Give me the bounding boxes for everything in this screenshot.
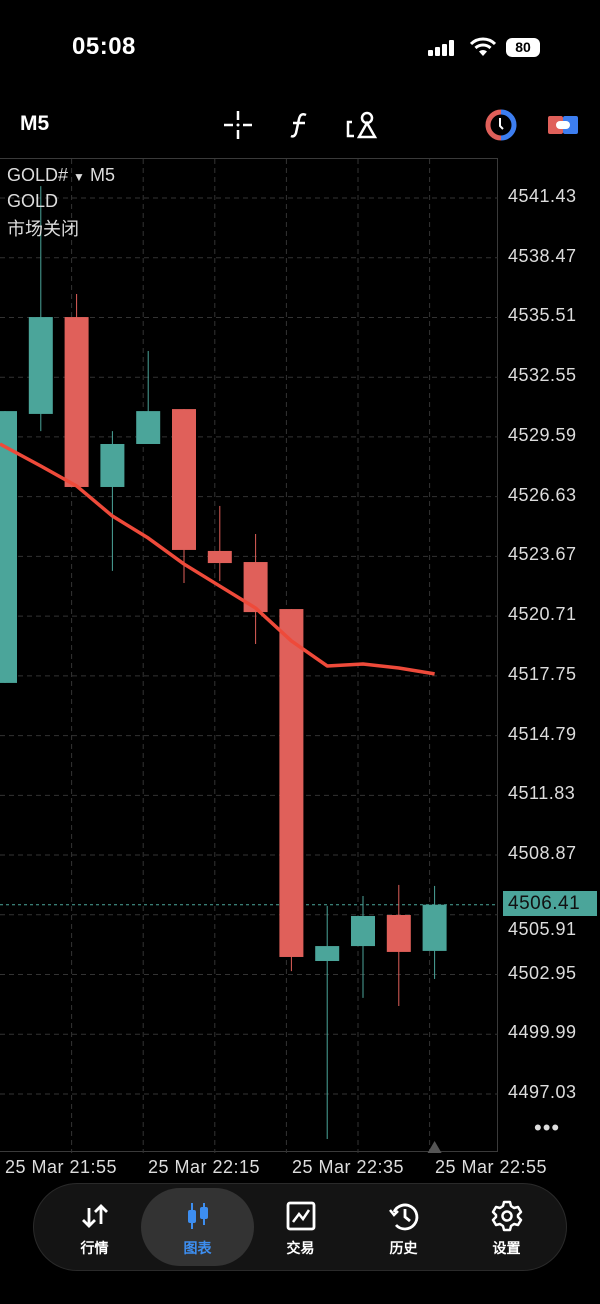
history-icon [388, 1203, 418, 1231]
price-tick-label: 4532.55 [508, 365, 577, 386]
cellular-signal-icon [428, 40, 454, 56]
last-bar-marker [427, 1141, 442, 1153]
price-tick-label: 4514.79 [508, 723, 577, 744]
nav-label: 历史 [389, 1240, 418, 1256]
chart-icon [187, 1203, 208, 1229]
function-icon[interactable] [283, 108, 317, 142]
nav-trade[interactable]: 交易 [244, 1188, 357, 1266]
chart-canvas [0, 159, 498, 1153]
symbol-dropdown-icon[interactable]: ▼ [73, 170, 85, 184]
timeframe-button[interactable]: M5 [20, 112, 50, 135]
time-tick-label: 25 Mar 22:55 [435, 1157, 548, 1177]
crosshair-icon[interactable] [221, 108, 255, 142]
candle-bullish [100, 443, 125, 487]
trade-icon [286, 1201, 315, 1231]
current-price-label: 4506.41 [503, 891, 597, 916]
candle-bearish [207, 550, 232, 564]
candle-bullish [351, 916, 375, 947]
price-tick-label: 4502.95 [508, 962, 577, 983]
candle-bullish [136, 411, 161, 444]
nav-label: 行情 [80, 1240, 109, 1256]
symbol-label: GOLD# [7, 165, 69, 185]
candle-bullish [28, 317, 53, 414]
candle-bearish [172, 409, 196, 550]
nav-quotes[interactable]: 行情 [38, 1188, 151, 1266]
settings-icon [491, 1200, 522, 1232]
candle-bearish [64, 317, 89, 487]
price-chart[interactable]: GOLD# ▼ M5 GOLD 市场关闭 [0, 158, 498, 1153]
price-tick-label: 4529.59 [508, 424, 577, 445]
price-tick-label: 4541.43 [508, 186, 577, 206]
price-tick-label: 4508.87 [508, 843, 577, 864]
nav-history[interactable]: 历史 [347, 1188, 460, 1266]
price-tick-label: 4497.03 [508, 1081, 577, 1102]
objects-icon[interactable] [345, 108, 379, 142]
symbol-timeframe: M5 [89, 165, 115, 185]
time-tick-label: 25 Mar 21:55 [5, 1157, 118, 1177]
trade-clock-icon[interactable] [484, 108, 518, 142]
symbol-description: GOLD [7, 191, 59, 211]
price-tick-label: 4526.63 [508, 484, 577, 505]
bottom-nav: 行情 图表 交易 历史 设置 [33, 1183, 567, 1271]
candle-bullish [0, 411, 17, 683]
price-tick-label: 4520.71 [508, 604, 577, 625]
more-options-button[interactable]: ••• [534, 1115, 561, 1140]
status-time: 05:08 [72, 33, 136, 60]
price-tick-label: 4535.51 [508, 305, 577, 326]
price-tick-label: 4523.67 [508, 544, 577, 565]
time-tick-label: 25 Mar 22:35 [292, 1157, 405, 1177]
candle-bearish [386, 914, 411, 952]
moving-average-line [0, 442, 435, 676]
battery-indicator: 80 [506, 38, 540, 57]
wifi-icon [470, 37, 496, 56]
chart-symbol-row[interactable]: GOLD# ▼ M5 [7, 165, 115, 186]
time-tick-label: 25 Mar 22:15 [148, 1157, 261, 1177]
candle-bullish [315, 946, 340, 962]
nav-chart[interactable]: 图表 [141, 1188, 254, 1266]
price-tick-label: 4499.99 [508, 1022, 577, 1043]
nav-label: 交易 [286, 1240, 315, 1256]
quotes-icon [81, 1204, 108, 1228]
candle-bullish [422, 904, 447, 951]
price-tick-label: 4538.47 [508, 245, 577, 266]
nav-label: 图表 [183, 1240, 212, 1256]
candle-bearish [279, 609, 304, 957]
nav-label: 设置 [492, 1240, 521, 1256]
nav-settings[interactable]: 设置 [450, 1188, 563, 1266]
price-tick-label: 4505.91 [508, 919, 577, 939]
price-tick-label: 4517.75 [508, 663, 577, 684]
toggle-icon[interactable] [546, 108, 580, 142]
market-status: 市场关闭 [7, 219, 79, 239]
price-tick-label: 4511.83 [508, 783, 576, 804]
